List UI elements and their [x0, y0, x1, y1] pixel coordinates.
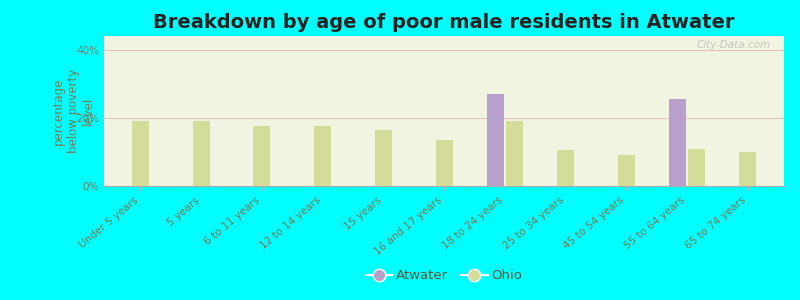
Bar [618, 155, 634, 186]
Bar [374, 130, 392, 186]
Bar [435, 140, 453, 186]
Bar [669, 99, 686, 186]
Y-axis label: percentage
below poverty
level: percentage below poverty level [52, 69, 95, 153]
Bar [487, 94, 504, 186]
Legend: Atwater, Ohio: Atwater, Ohio [360, 264, 528, 287]
Bar [254, 126, 270, 186]
Bar [193, 121, 210, 186]
Bar [739, 152, 756, 186]
Bar [506, 121, 522, 186]
Bar [132, 121, 149, 186]
Bar [314, 126, 331, 186]
Text: City-Data.com: City-Data.com [696, 40, 770, 50]
Title: Breakdown by age of poor male residents in Atwater: Breakdown by age of poor male residents … [154, 13, 734, 32]
Bar [688, 148, 705, 186]
Bar [557, 150, 574, 186]
